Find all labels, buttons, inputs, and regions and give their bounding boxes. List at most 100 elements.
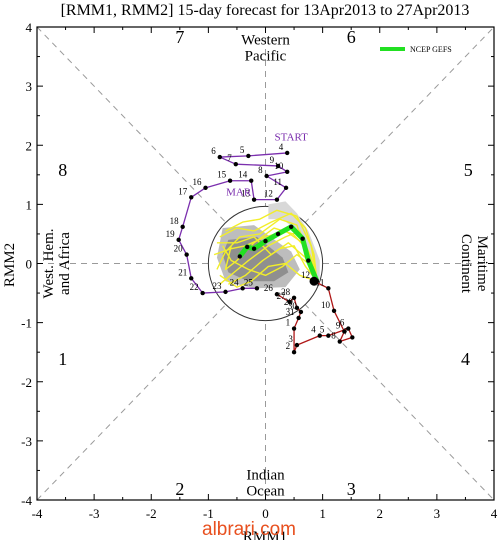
region-label-line: Continent [458, 234, 474, 294]
x-tick-label: 4 [491, 506, 498, 521]
track-point [350, 335, 355, 340]
track-point [331, 308, 337, 313]
observed-track-line [178, 152, 288, 294]
track-point [291, 326, 297, 331]
day-label: 12 [264, 189, 273, 199]
day-label: 4 [279, 142, 284, 152]
day-label: 5 [320, 325, 325, 335]
day-label: 23 [213, 281, 223, 291]
day-label: 1 [286, 318, 291, 328]
day-label: 12 [301, 270, 310, 280]
track-point [285, 150, 290, 156]
phase-number: 3 [347, 479, 356, 499]
phase-number: 8 [58, 160, 67, 180]
track-point [249, 178, 254, 183]
x-tick-label: 2 [377, 506, 384, 521]
day-label: 14 [238, 170, 248, 180]
day-label: 27 [276, 291, 286, 301]
track-point [283, 185, 289, 191]
day-label: 5 [240, 145, 245, 155]
track-point [180, 224, 185, 230]
day-label: 16 [193, 177, 203, 187]
day-label: 7 [227, 153, 232, 163]
x-tick-label: 3 [434, 506, 441, 521]
phase-number: 5 [464, 160, 473, 180]
ensemble-member-line [219, 212, 318, 282]
track-point [245, 244, 250, 250]
track-point [251, 246, 257, 251]
day-label: 15 [217, 170, 227, 180]
x-tick-label: -2 [146, 506, 157, 521]
track-point [223, 289, 228, 295]
phase-number: 1 [58, 349, 67, 369]
day-label: 4 [311, 325, 316, 335]
region-label-line: Ocean [246, 483, 285, 499]
track-point [291, 295, 297, 300]
y-tick-label: 3 [26, 79, 33, 94]
y-tick-label: -2 [21, 375, 32, 390]
track-point [264, 173, 269, 179]
track-point [274, 292, 280, 297]
data-layer [176, 150, 355, 355]
y-tick-label: 0 [26, 257, 33, 272]
track-point [274, 197, 280, 202]
region-label: West. Hem.and Africa [41, 228, 73, 298]
track-point [300, 236, 305, 241]
track-point [296, 315, 301, 321]
y-tick-label: -1 [21, 316, 32, 331]
track-point [289, 224, 294, 230]
day-label: 9 [270, 155, 275, 165]
day-label: 10 [321, 300, 331, 310]
day-label: 20 [174, 244, 184, 254]
ensemble-member-line [219, 262, 318, 288]
day-label: 6 [340, 318, 345, 328]
track-point [317, 333, 322, 338]
y-tick-label: 4 [26, 20, 33, 35]
day-label: 2 [286, 341, 291, 351]
region-label: Western Pacific [241, 33, 290, 65]
track-point [342, 329, 347, 334]
day-label: 7 [344, 326, 349, 336]
y-axis-label: RMM2 [2, 243, 18, 287]
forecast-start-marker [309, 276, 319, 286]
day-label: 31 [286, 307, 295, 317]
legend-label: NCEP GEFS [410, 45, 452, 54]
day-label: 25 [244, 277, 254, 287]
track-point [246, 153, 251, 159]
x-tick-label: -1 [203, 506, 214, 521]
day-label: 13 [241, 189, 251, 199]
y-tick-label: 2 [26, 138, 33, 153]
region-label-line: Pacific [245, 49, 287, 65]
day-label: 10 [274, 161, 284, 171]
region-label-line: Maritime [474, 236, 490, 292]
track-point [227, 178, 233, 183]
x-tick-label: -4 [32, 506, 43, 521]
day-label: 8 [258, 165, 263, 175]
track-point [287, 299, 292, 305]
ensemble-shade-dark [222, 236, 289, 282]
day-label: 24 [230, 277, 240, 287]
day-label: 28 [281, 287, 291, 297]
track-point [176, 237, 181, 243]
day-label: 22 [190, 282, 199, 292]
day-label: 8 [331, 331, 336, 341]
phase-number: 7 [175, 27, 184, 47]
track-point [285, 169, 290, 175]
day-label: 21 [178, 267, 187, 277]
track-point [240, 286, 245, 291]
track-point [294, 342, 300, 348]
track-point [306, 258, 311, 263]
day-label: 17 [178, 186, 188, 196]
ensemble-member-line [225, 209, 318, 282]
track-point [337, 339, 342, 344]
day-label: 19 [166, 229, 176, 239]
day-label: 11 [273, 177, 282, 187]
x-tick-label: 1 [319, 506, 326, 521]
annotation-label: MAR [226, 187, 252, 199]
track-point [200, 290, 205, 296]
track-point [184, 252, 189, 257]
phase-number: 4 [461, 349, 470, 369]
track-point [217, 154, 222, 160]
